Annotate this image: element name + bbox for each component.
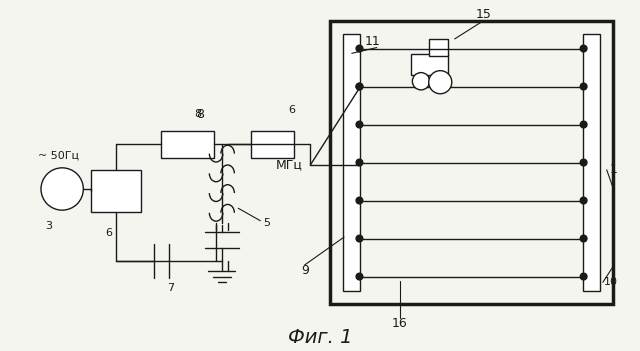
- Circle shape: [356, 197, 363, 204]
- Circle shape: [580, 235, 587, 242]
- Bar: [582, 34, 600, 291]
- Text: 9: 9: [301, 264, 310, 277]
- Bar: [91, 170, 141, 212]
- Circle shape: [356, 45, 363, 52]
- Text: 16: 16: [392, 317, 408, 330]
- Bar: [251, 131, 294, 158]
- Text: 5: 5: [264, 218, 271, 228]
- Bar: [412, 54, 448, 75]
- Text: 7: 7: [167, 283, 175, 293]
- Circle shape: [356, 235, 363, 242]
- Circle shape: [580, 45, 587, 52]
- Text: ~ 50Гц: ~ 50Гц: [38, 150, 79, 160]
- Circle shape: [580, 159, 587, 166]
- Text: МГц: МГц: [276, 158, 303, 171]
- Circle shape: [356, 121, 363, 128]
- Text: 8: 8: [196, 108, 204, 121]
- Text: 10: 10: [604, 277, 618, 287]
- Circle shape: [580, 197, 587, 204]
- Circle shape: [580, 121, 587, 128]
- Circle shape: [580, 273, 587, 280]
- Circle shape: [356, 273, 363, 280]
- Circle shape: [429, 71, 452, 94]
- Text: 3: 3: [45, 220, 52, 231]
- Text: 1: 1: [609, 163, 618, 176]
- Circle shape: [356, 159, 363, 166]
- Circle shape: [41, 168, 83, 210]
- Circle shape: [356, 83, 363, 90]
- Text: 6: 6: [288, 105, 295, 115]
- Bar: [330, 21, 613, 304]
- Bar: [161, 131, 214, 158]
- Circle shape: [356, 83, 363, 90]
- Text: 6: 6: [105, 228, 112, 238]
- Text: 15: 15: [476, 8, 492, 21]
- Bar: [343, 34, 360, 291]
- Text: 8: 8: [194, 109, 201, 119]
- Text: Фиг. 1: Фиг. 1: [288, 329, 352, 347]
- Circle shape: [580, 83, 587, 90]
- Circle shape: [412, 73, 429, 90]
- Bar: [429, 39, 448, 56]
- Text: 11: 11: [365, 35, 381, 48]
